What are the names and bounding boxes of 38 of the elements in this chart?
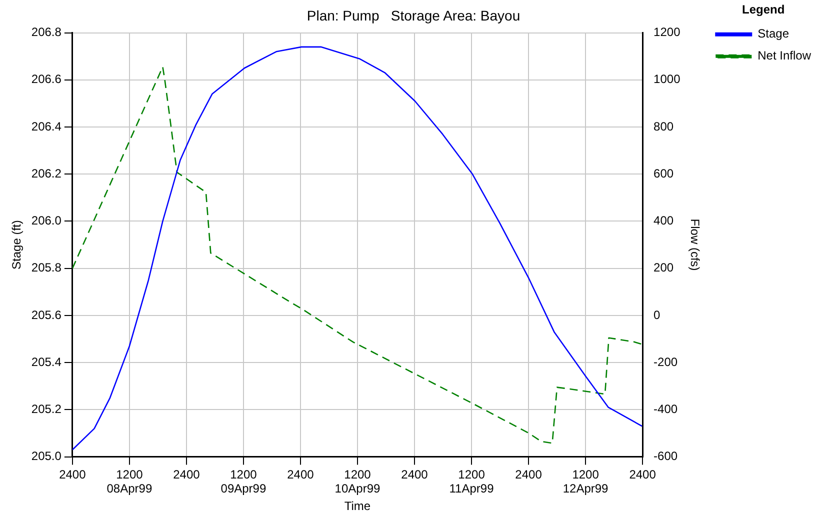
y-tick-label: 205.0 <box>31 449 62 464</box>
x-tick-label: 2400 <box>173 467 200 482</box>
y-tick-label: 206.6 <box>31 72 62 86</box>
x-tick-label: 1200 10Apr99 <box>334 467 380 496</box>
x-tick-label: 1200 12Apr99 <box>562 467 609 496</box>
y2-axis-title: Flow (cfs) <box>688 218 702 271</box>
chart-title: Plan: Pump Storage Area: Bayou <box>306 7 520 24</box>
y-tick-label: 205.6 <box>31 308 62 322</box>
y2-tick-label: -600 <box>654 449 678 464</box>
y-tick-label: 206.2 <box>31 166 62 180</box>
y2-tick-label: 800 <box>654 119 674 134</box>
y2-tick-label: 200 <box>654 260 674 275</box>
x-tick-label: 1200 08Apr99 <box>106 467 152 496</box>
x-axis-title: Time <box>344 499 371 514</box>
x-tick-label: 1200 11Apr99 <box>449 467 494 496</box>
x-tick-label: 1200 09Apr99 <box>220 467 266 496</box>
x-tick-label: 2400 <box>515 467 542 482</box>
y2-tick-label: 0 <box>654 308 661 322</box>
y-tick-label: 206.4 <box>31 119 62 134</box>
y-axis-title: Stage (ft) <box>10 220 24 270</box>
y-tick-label: 206.8 <box>31 25 62 40</box>
y-tick-label: 206.0 <box>31 214 62 228</box>
legend-title: Legend <box>742 2 785 16</box>
y2-tick-label: -200 <box>654 354 678 369</box>
x-tick-label: 2400 <box>629 467 656 482</box>
y2-tick-label: -400 <box>654 402 678 416</box>
y-tick-label: 205.8 <box>31 260 62 275</box>
legend-label: Net Inflow <box>758 48 812 63</box>
y2-tick-label: 600 <box>654 166 674 180</box>
y-tick-label: 205.4 <box>31 354 62 369</box>
y2-tick-label: 400 <box>654 214 674 228</box>
y2-tick-label: 1000 <box>654 72 681 86</box>
x-tick-label: 2400 <box>59 467 86 482</box>
legend-label: Stage <box>758 26 790 41</box>
x-tick-label: 2400 <box>287 467 314 482</box>
y-tick-label: 205.2 <box>31 402 62 416</box>
y2-tick-label: 1200 <box>654 25 681 40</box>
x-tick-label: 2400 <box>401 467 428 482</box>
